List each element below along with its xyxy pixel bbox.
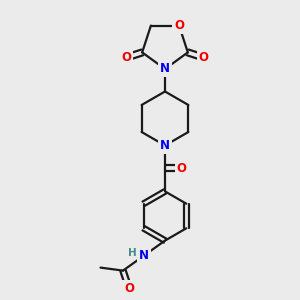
Text: O: O: [176, 161, 187, 175]
Text: O: O: [122, 51, 131, 64]
Text: N: N: [160, 139, 170, 152]
Text: N: N: [160, 62, 170, 76]
Text: N: N: [139, 249, 149, 262]
Text: H: H: [128, 248, 137, 258]
Text: O: O: [174, 19, 184, 32]
Text: O: O: [124, 282, 134, 295]
Text: O: O: [199, 51, 208, 64]
